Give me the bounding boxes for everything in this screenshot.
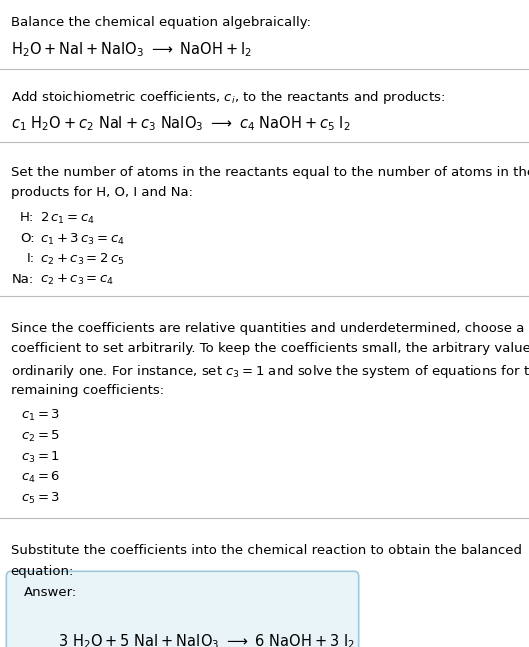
Text: $2\,c_1 = c_4$: $2\,c_1 = c_4$ (40, 211, 95, 226)
Text: $c_2 = 5$: $c_2 = 5$ (21, 429, 60, 444)
Text: H:: H: (20, 211, 34, 224)
Text: coefficient to set arbitrarily. To keep the coefficients small, the arbitrary va: coefficient to set arbitrarily. To keep … (11, 342, 529, 355)
Text: O:: O: (20, 232, 34, 245)
Text: $\mathrm{H_2O + NaI + NaIO_3}\ \longrightarrow\ \mathrm{NaOH + I_2}$: $\mathrm{H_2O + NaI + NaIO_3}\ \longrigh… (11, 41, 252, 60)
Text: Balance the chemical equation algebraically:: Balance the chemical equation algebraica… (11, 16, 311, 29)
Text: $c_4 = 6$: $c_4 = 6$ (21, 470, 60, 485)
Text: Substitute the coefficients into the chemical reaction to obtain the balanced: Substitute the coefficients into the che… (11, 544, 522, 557)
Text: $c_1\ \mathrm{H_2O} + c_2\ \mathrm{NaI} + c_3\ \mathrm{NaIO_3}\ \longrightarrow\: $c_1\ \mathrm{H_2O} + c_2\ \mathrm{NaI} … (11, 114, 350, 133)
Text: I:: I: (26, 252, 34, 265)
Text: $c_1 + 3\,c_3 = c_4$: $c_1 + 3\,c_3 = c_4$ (40, 232, 124, 247)
Text: Add stoichiometric coefficients, $c_i$, to the reactants and products:: Add stoichiometric coefficients, $c_i$, … (11, 89, 445, 106)
FancyBboxPatch shape (6, 571, 359, 647)
Text: Na:: Na: (12, 273, 34, 286)
Text: $c_5 = 3$: $c_5 = 3$ (21, 491, 60, 506)
Text: Since the coefficients are relative quantities and underdetermined, choose a: Since the coefficients are relative quan… (11, 322, 524, 334)
Text: $c_1 = 3$: $c_1 = 3$ (21, 408, 60, 423)
Text: $3\ \mathrm{H_2O} + 5\ \mathrm{NaI} + \mathrm{NaIO_3}\ \longrightarrow\ 6\ \math: $3\ \mathrm{H_2O} + 5\ \mathrm{NaI} + \m… (58, 632, 355, 647)
Text: Set the number of atoms in the reactants equal to the number of atoms in the: Set the number of atoms in the reactants… (11, 166, 529, 179)
Text: remaining coefficients:: remaining coefficients: (11, 384, 163, 397)
Text: $c_2 + c_3 = 2\,c_5$: $c_2 + c_3 = 2\,c_5$ (40, 252, 124, 267)
Text: equation:: equation: (11, 565, 74, 578)
Text: Answer:: Answer: (24, 586, 77, 599)
Text: $c_2 + c_3 = c_4$: $c_2 + c_3 = c_4$ (40, 273, 114, 287)
Text: ordinarily one. For instance, set $c_3 = 1$ and solve the system of equations fo: ordinarily one. For instance, set $c_3 =… (11, 363, 529, 380)
Text: products for H, O, I and Na:: products for H, O, I and Na: (11, 186, 193, 199)
Text: $c_3 = 1$: $c_3 = 1$ (21, 450, 60, 465)
